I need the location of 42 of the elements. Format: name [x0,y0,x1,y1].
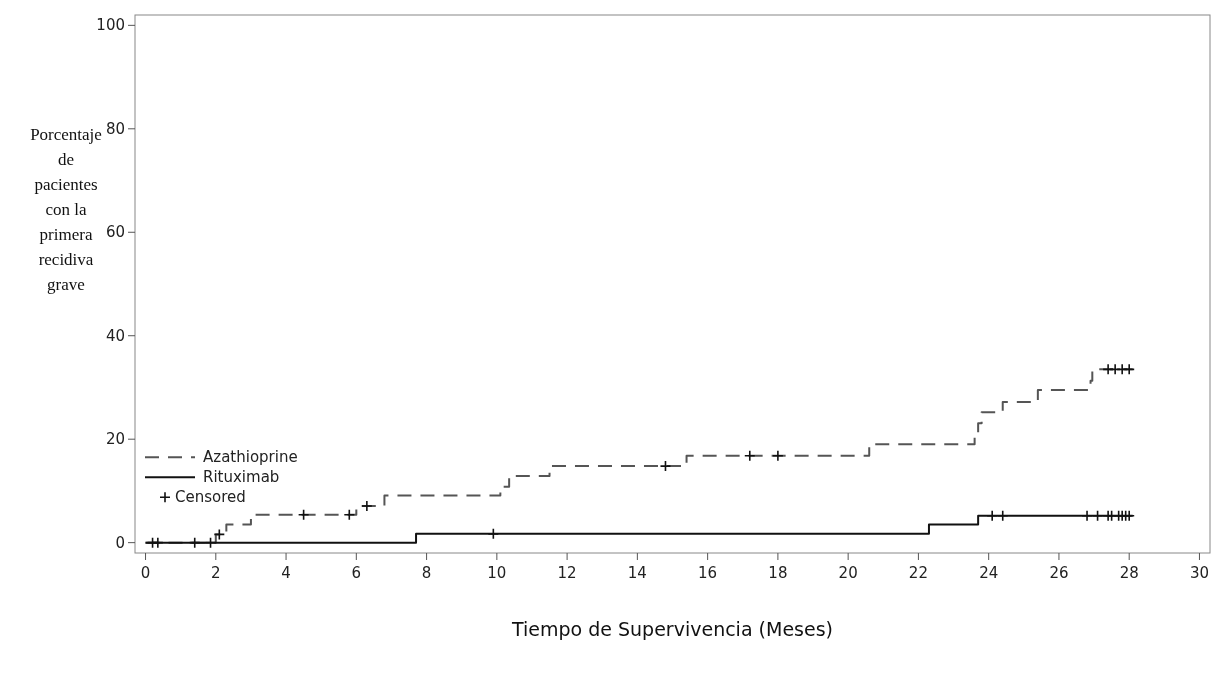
x-tick-label: 30 [1189,564,1210,582]
x-tick-label: 10 [487,564,507,582]
point [1092,510,1103,521]
x-tick-label: 2 [211,564,221,582]
legend-label: Rituximab [203,468,280,487]
x-tick-label: 24 [979,564,999,582]
point [344,509,355,520]
x-tick-label: 12 [557,564,577,582]
x-tick-label: 4 [281,564,291,582]
x-tick-label: 8 [421,564,432,582]
point [361,500,372,511]
point [744,450,755,461]
x-tick-label: 16 [698,564,718,582]
point [488,528,499,539]
point [1124,364,1135,375]
point [997,510,1008,521]
x-tick-label: 20 [838,564,858,582]
x-tick-label: 26 [1049,564,1069,582]
y-tick-label: 40 [105,326,125,345]
point [1082,510,1093,521]
y-tick-label: 0 [115,533,125,552]
point [1124,510,1135,521]
point [152,537,163,548]
y-tick-label: 80 [105,119,125,138]
y-tick-label: 60 [105,223,125,242]
point [660,461,671,472]
y-tick-label: 100 [96,16,125,35]
x-tick-label: 6 [351,564,362,582]
legend-label: Censored [175,488,246,507]
point [189,537,200,548]
point [298,509,309,520]
x-tick-label: 18 [768,564,788,582]
y-tick-label: 20 [105,430,125,449]
x-tick-label: 14 [627,564,647,582]
point [987,510,998,521]
x-tick-label: 0 [140,564,151,582]
x-tick-label: 22 [908,564,928,582]
x-tick-label: 28 [1119,564,1139,582]
point [772,450,783,461]
x-axis-title: Tiempo de Supervivencia (Meses) [511,618,833,640]
y-axis-title: Porcentaje de pacientes con la primera recidiva grave [30,125,102,294]
legend-label: Azathioprine [203,448,298,467]
